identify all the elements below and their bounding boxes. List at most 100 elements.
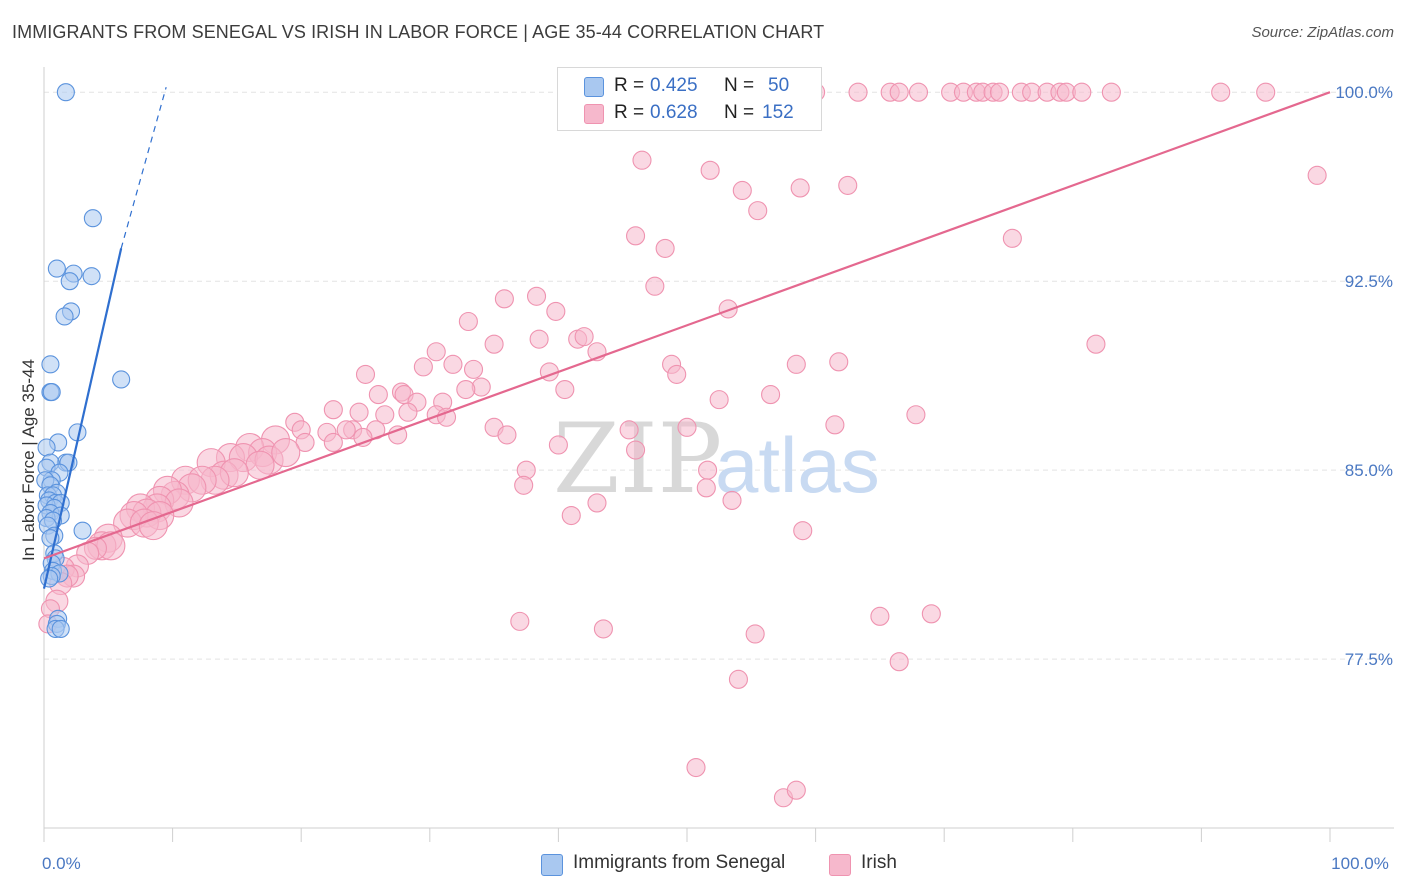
irish-point — [463, 359, 484, 379]
irish-point — [514, 475, 534, 495]
irish-point — [1101, 82, 1121, 102]
irish-point — [786, 354, 806, 374]
irish-point — [870, 606, 890, 626]
irish-point — [510, 611, 530, 631]
irish-point — [494, 289, 514, 309]
irish-point — [426, 342, 446, 362]
bottom-legend-swatch-irish — [829, 854, 851, 876]
irish-point — [1211, 82, 1231, 102]
senegal-point — [51, 619, 70, 638]
irish-point — [555, 379, 575, 400]
series-irish-points — [38, 82, 1327, 808]
irish-point — [745, 624, 765, 644]
senegal-point — [42, 383, 61, 402]
irish-point — [906, 405, 926, 425]
senegal-trend-line — [42, 248, 123, 589]
y-tick-label: 100.0% — [1335, 83, 1393, 102]
irish-point — [700, 160, 720, 180]
bottom-legend-swatch-senegal — [541, 854, 563, 876]
irish-point — [349, 402, 369, 422]
irish-point — [696, 478, 716, 498]
irish-point — [375, 405, 395, 425]
senegal-point — [73, 521, 92, 540]
irish-point — [626, 440, 646, 460]
senegal-point — [82, 267, 101, 286]
bottom-legend-label-irish: Irish — [861, 852, 897, 873]
legend-n-value: 152 — [762, 102, 794, 123]
legend-n-label: N = — [724, 102, 755, 123]
irish-point — [561, 505, 581, 526]
irish-point — [436, 407, 457, 427]
irish-point — [1072, 82, 1092, 102]
chart-title: IMMIGRANTS FROM SENEGAL VS IRISH IN LABO… — [12, 22, 825, 42]
irish-point — [413, 357, 433, 377]
irish-point — [698, 460, 718, 480]
irish-point — [484, 334, 504, 354]
irish-point — [655, 238, 675, 258]
legend-r-label: R = — [614, 75, 645, 96]
irish-point — [1002, 228, 1022, 248]
irish-point — [548, 435, 568, 455]
y-tick-label: 77.5% — [1345, 650, 1393, 669]
irish-point — [645, 276, 665, 296]
irish-point — [718, 299, 738, 319]
irish-point — [443, 354, 463, 374]
irish-point — [790, 178, 810, 198]
legend-n-label: N = — [724, 75, 755, 96]
legend-n-value: 50 — [768, 75, 790, 96]
senegal-point — [60, 272, 79, 291]
legend: R = 0.425 N = 50 R = 0.628 N = 152 — [557, 67, 822, 131]
irish-point — [825, 415, 845, 435]
legend-r-value: 0.628 — [650, 102, 698, 123]
irish-point — [722, 490, 742, 510]
x-tick-label: 100.0% — [1331, 854, 1389, 873]
irish-point — [368, 385, 388, 405]
legend-r-label: R = — [614, 102, 645, 123]
irish-point — [829, 352, 849, 372]
irish-point — [574, 327, 594, 347]
senegal-point — [83, 209, 102, 228]
series-senegal-points — [36, 83, 131, 638]
irish-point — [732, 180, 752, 201]
grid-lines — [44, 91, 1394, 660]
irish-trend-line — [43, 91, 1331, 560]
irish-point — [632, 150, 652, 170]
irish-point — [458, 311, 478, 332]
irish-point — [626, 226, 646, 246]
irish-point — [593, 619, 613, 639]
irish-point — [848, 82, 868, 102]
irish-point — [667, 364, 687, 384]
senegal-point — [112, 370, 131, 389]
trend-lines — [42, 86, 1331, 589]
irish-point — [786, 780, 806, 800]
bottom-legend-label-senegal: Immigrants from Senegal — [573, 852, 786, 873]
senegal-point — [40, 569, 59, 588]
watermark-atlas: atlas — [715, 421, 880, 509]
irish-point — [323, 400, 343, 420]
source-label: Source: ZipAtlas.com — [1251, 24, 1394, 41]
senegal-point — [37, 438, 56, 457]
x-tick-label: 0.0% — [42, 854, 81, 873]
irish-point — [355, 364, 376, 384]
y-tick-label: 92.5% — [1345, 272, 1393, 291]
senegal-point — [55, 307, 74, 326]
irish-point — [1256, 82, 1276, 102]
irish-point — [271, 437, 301, 468]
legend-swatch-irish — [584, 104, 604, 124]
irish-point — [889, 82, 909, 102]
irish-point — [889, 652, 909, 672]
y-tick-labels: 77.5% 85.0% 92.5% 100.0% — [1335, 83, 1393, 669]
irish-point — [728, 669, 748, 689]
y-axis-title: In Labor Force | Age 35-44 — [19, 359, 38, 561]
x-tick-labels: 0.0% 100.0% — [42, 854, 1389, 873]
irish-point — [245, 450, 275, 480]
irish-point — [456, 379, 476, 400]
legend-r-value: 0.425 — [650, 75, 698, 96]
senegal-point — [47, 259, 66, 278]
irish-point — [1086, 334, 1106, 354]
irish-point — [793, 521, 813, 541]
irish-point — [1307, 165, 1327, 185]
irish-point — [336, 420, 356, 440]
irish-point — [748, 201, 768, 221]
